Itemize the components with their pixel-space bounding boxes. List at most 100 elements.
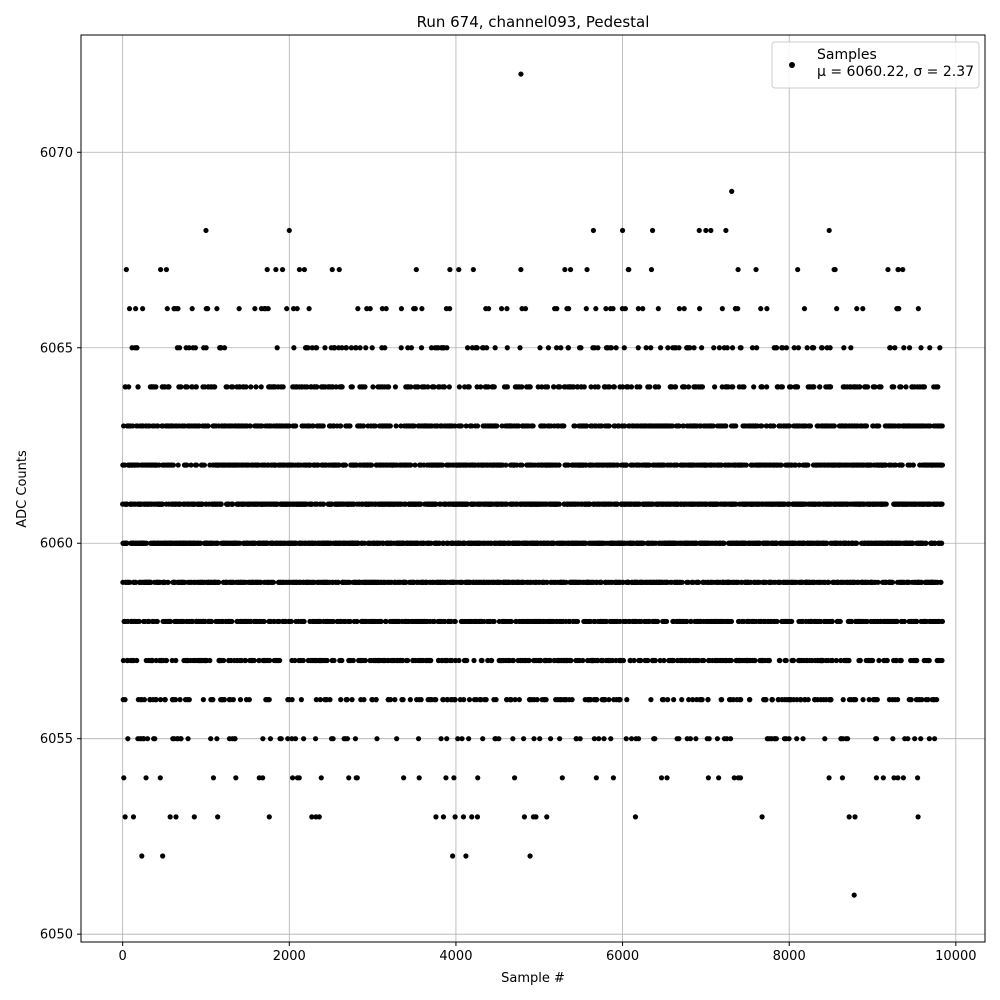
data-point	[518, 266, 524, 273]
data-point	[463, 423, 469, 429]
data-point	[727, 736, 734, 742]
data-point	[729, 345, 736, 351]
data-point	[140, 306, 146, 312]
data-point	[200, 697, 206, 703]
data-point	[344, 736, 351, 742]
data-point	[475, 775, 481, 781]
data-point	[721, 540, 727, 546]
data-point	[648, 697, 654, 703]
data-point	[327, 697, 333, 703]
data-point	[574, 618, 581, 625]
data-point	[440, 697, 447, 703]
data-point	[449, 657, 455, 664]
data-point	[610, 306, 616, 312]
data-point	[515, 423, 522, 429]
data-point	[658, 775, 665, 781]
data-point	[349, 697, 355, 703]
data-point	[215, 540, 221, 546]
data-point	[531, 736, 537, 742]
data-point	[758, 306, 764, 312]
data-point	[277, 657, 283, 664]
data-point	[338, 697, 344, 703]
data-point	[577, 736, 583, 742]
data-point	[737, 775, 744, 781]
data-point	[121, 775, 127, 781]
data-point	[353, 345, 359, 351]
data-point	[738, 697, 744, 703]
data-point	[764, 384, 770, 390]
data-point	[567, 266, 574, 273]
data-point	[229, 618, 235, 625]
data-point	[232, 736, 238, 742]
data-point	[199, 501, 205, 507]
data-point	[595, 345, 601, 351]
data-point	[279, 266, 286, 273]
data-point	[260, 736, 266, 742]
data-point	[157, 697, 164, 703]
data-point	[259, 423, 265, 429]
data-point	[671, 697, 677, 703]
data-point	[522, 306, 529, 312]
data-point	[485, 384, 491, 390]
data-point	[584, 266, 590, 273]
data-point	[170, 462, 176, 468]
data-point	[415, 384, 421, 390]
data-point	[383, 306, 389, 312]
data-point	[561, 423, 567, 429]
data-point	[289, 775, 296, 781]
data-point	[474, 814, 481, 820]
data-point	[310, 423, 316, 429]
data-point	[706, 736, 712, 742]
data-point	[433, 501, 439, 507]
data-point	[372, 423, 378, 429]
data-point	[274, 345, 280, 351]
data-point	[648, 345, 654, 351]
data-point	[133, 306, 139, 312]
data-point	[314, 384, 320, 390]
data-point	[431, 618, 437, 625]
data-point	[519, 462, 525, 468]
data-point	[224, 384, 230, 390]
data-points	[120, 71, 946, 898]
data-point	[606, 697, 612, 703]
data-point	[155, 423, 161, 429]
data-point	[236, 306, 242, 312]
data-point	[569, 697, 575, 703]
data-point	[733, 423, 739, 429]
data-point	[635, 345, 641, 351]
data-point	[362, 384, 368, 390]
data-point	[205, 306, 211, 312]
data-point	[743, 462, 749, 468]
data-point	[210, 697, 216, 703]
data-point	[370, 384, 376, 390]
data-point	[387, 423, 393, 429]
data-point	[412, 306, 418, 312]
data-point	[527, 384, 533, 390]
data-point	[705, 775, 712, 781]
data-point	[663, 618, 670, 625]
data-point	[153, 384, 159, 390]
data-point	[286, 423, 292, 429]
data-point	[369, 345, 375, 351]
data-point	[373, 697, 379, 703]
data-point	[699, 697, 705, 703]
data-point	[330, 618, 336, 625]
data-point	[657, 345, 664, 351]
data-point	[676, 345, 682, 351]
data-point	[177, 697, 183, 703]
data-point	[205, 423, 211, 429]
data-point	[243, 384, 249, 390]
data-point	[284, 306, 290, 312]
data-point	[534, 697, 540, 703]
data-point	[691, 345, 697, 351]
data-point	[655, 306, 661, 312]
data-point	[699, 345, 705, 351]
data-point	[491, 618, 497, 625]
data-point	[693, 736, 699, 742]
data-point	[696, 306, 703, 312]
data-point	[320, 501, 327, 507]
data-point	[701, 657, 707, 664]
data-point	[439, 462, 445, 468]
data-point	[632, 814, 639, 820]
data-point	[596, 736, 602, 742]
